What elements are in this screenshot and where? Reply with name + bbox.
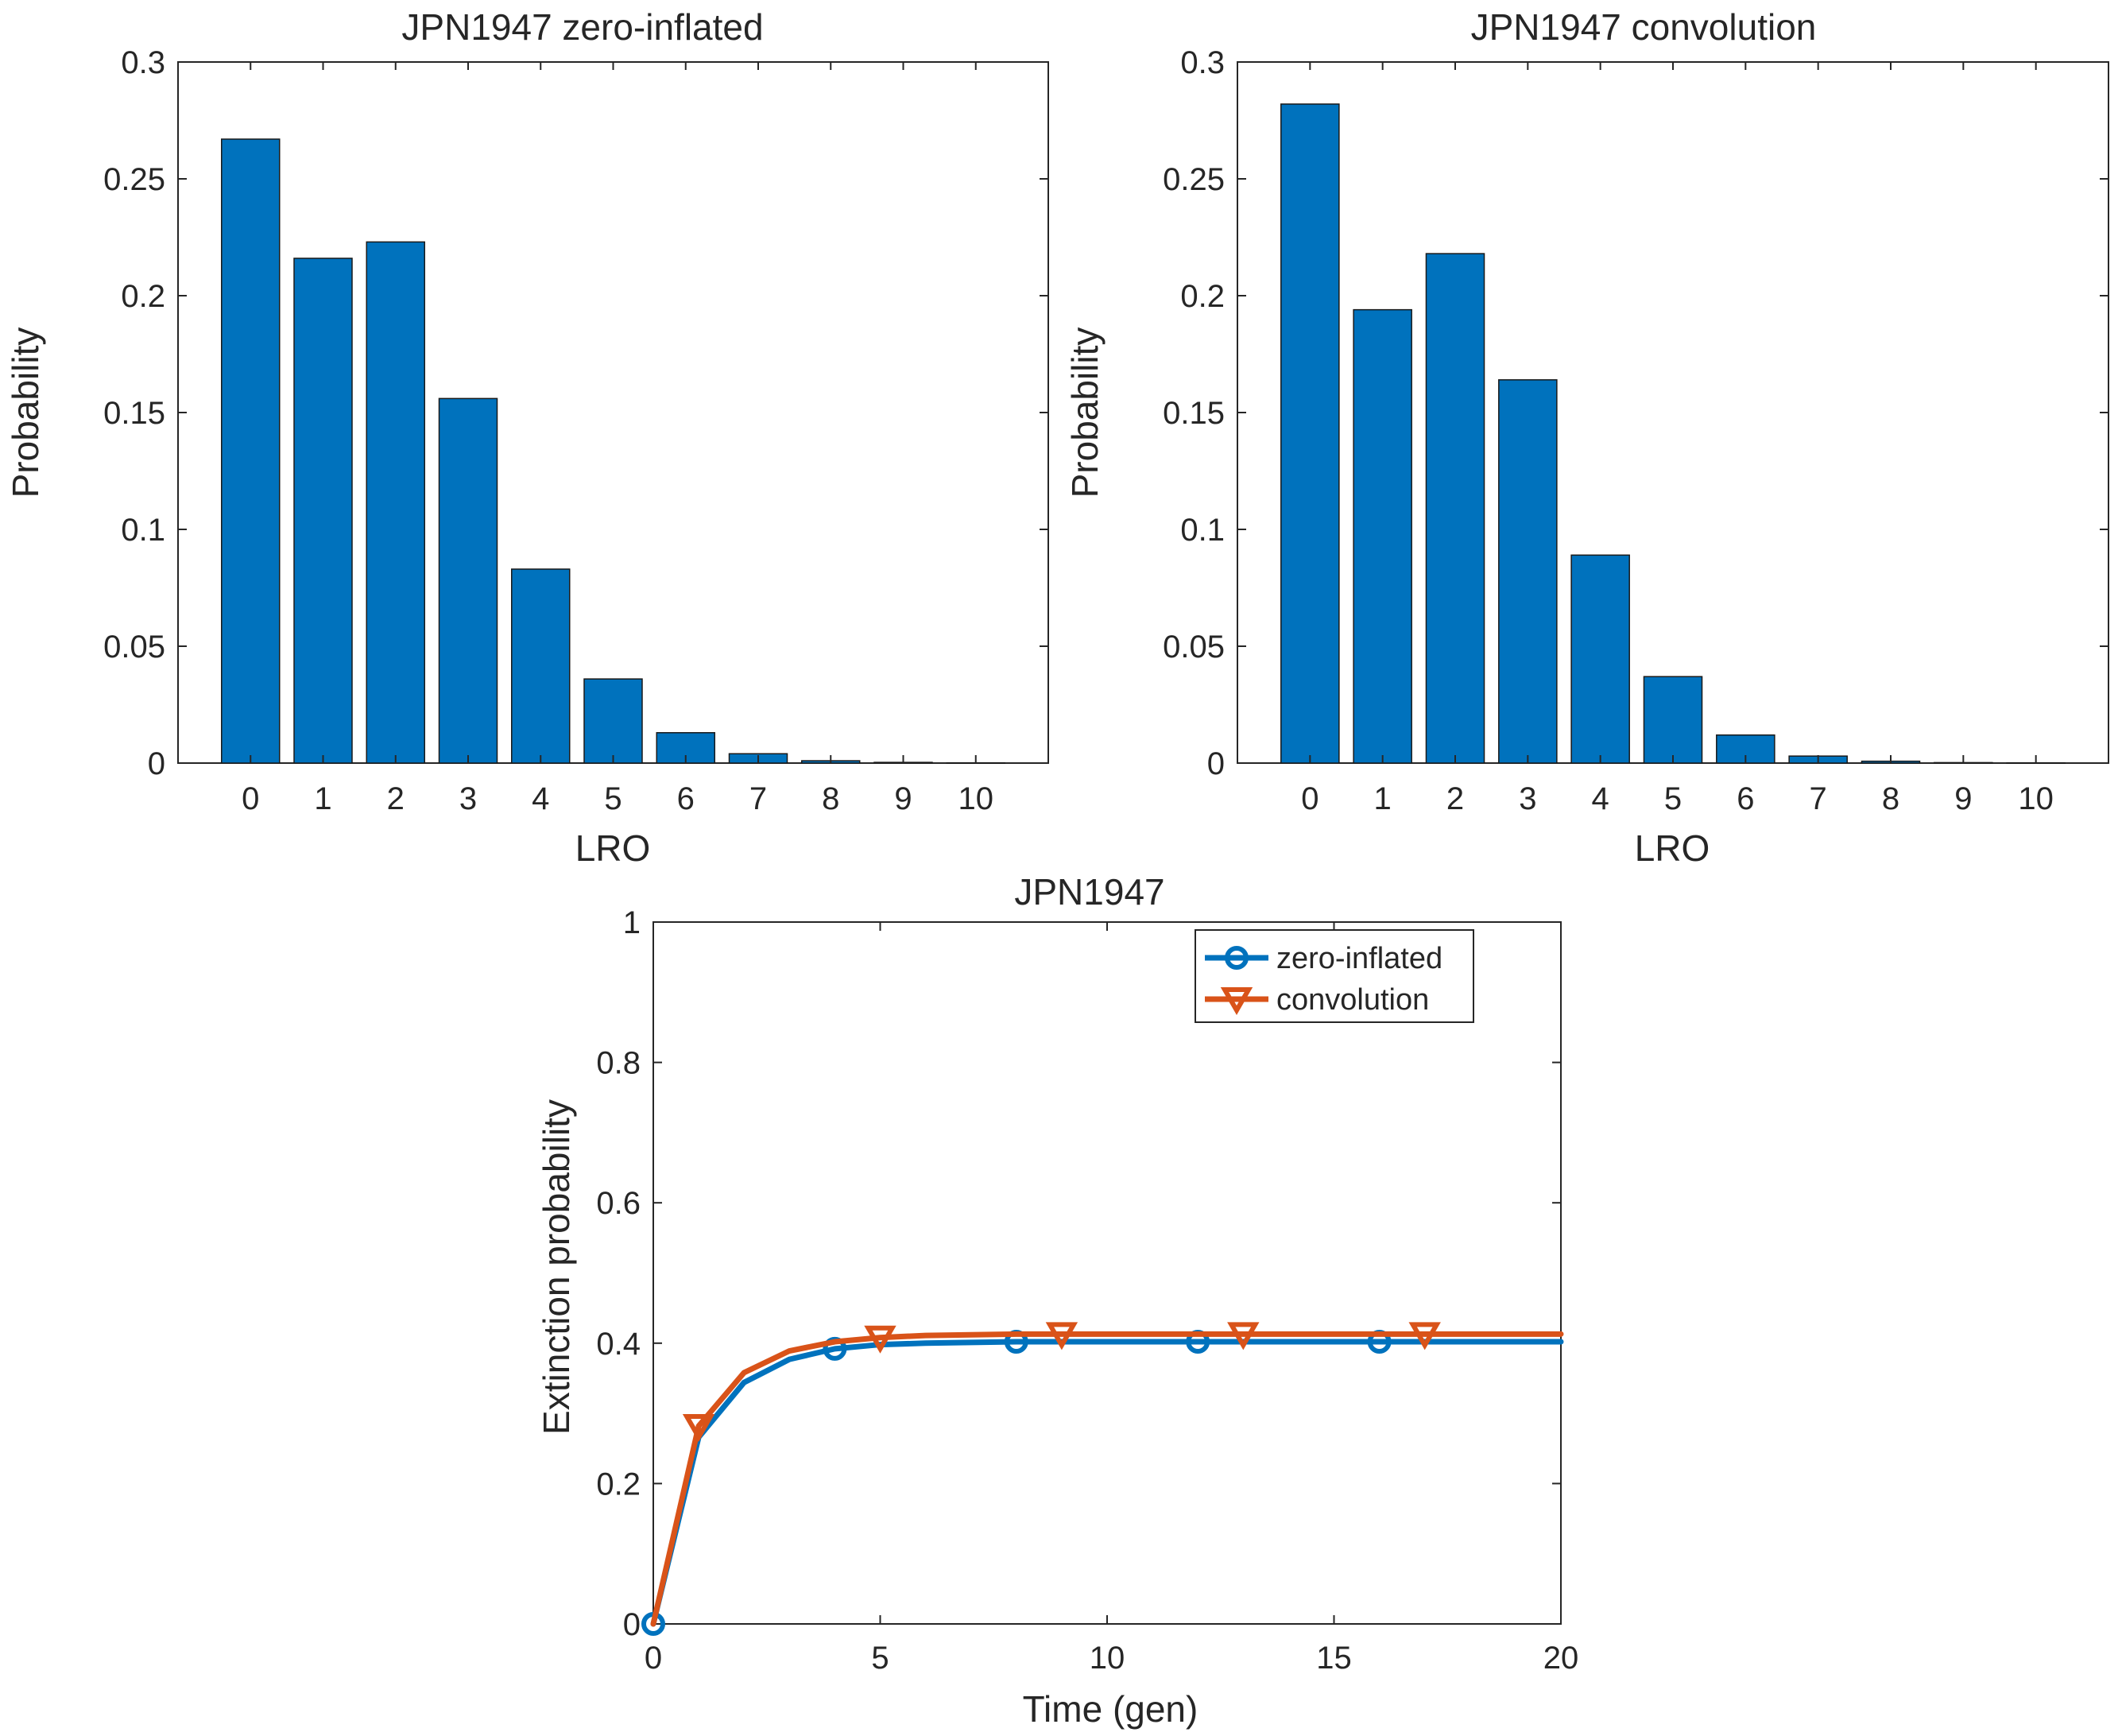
bottom-chart-title: JPN1947	[1014, 871, 1164, 913]
left-chart-title: JPN1947 zero-inflated	[401, 6, 763, 48]
right-xtick-label: 0	[1301, 781, 1319, 816]
bottom-xtick-label: 20	[1543, 1641, 1579, 1676]
bottom-lines	[641, 1322, 1564, 1636]
bottom-ytick-label: 0	[623, 1607, 641, 1642]
bottom-x-axis-label: Time (gen)	[1023, 1688, 1198, 1730]
right-ytick-label: 0.15	[1163, 396, 1225, 431]
left-ticks: 0 1 2 3 4 5 6 7 8 9 10 0 0.05 0.1 0.15 0.2 0.25 0.3	[103, 45, 1048, 816]
left-bar-1	[293, 258, 353, 764]
left-xtick-label: 8	[822, 781, 839, 816]
left-y-axis-label: Probability	[5, 327, 46, 498]
left-xtick-label: 10	[958, 781, 994, 816]
right-xtick-label: 5	[1664, 781, 1682, 816]
right-bar-4	[1570, 554, 1630, 764]
legend-label-convolution: convolution	[1276, 983, 1429, 1017]
right-xtick-label: 2	[1446, 781, 1464, 816]
left-bar-0	[221, 138, 281, 764]
series-marker-convolution	[864, 1325, 896, 1354]
left-x-axis-label: LRO	[575, 827, 651, 869]
right-xtick-label: 3	[1519, 781, 1536, 816]
legend-marker-circle	[1225, 946, 1249, 970]
right-xtick-label: 10	[2018, 781, 2054, 816]
legend-label-zero-inflated: zero-inflated	[1276, 942, 1442, 975]
right-bars	[1280, 103, 2066, 764]
right-xtick-label: 6	[1737, 781, 1754, 816]
left-xtick-label: 0	[242, 781, 259, 816]
bottom-xtick-label: 10	[1090, 1641, 1125, 1676]
left-xtick-label: 1	[314, 781, 331, 816]
legend: zero-inflated convolution	[1195, 929, 1474, 1023]
series-marker-convolution	[1227, 1322, 1260, 1350]
legend-box	[1195, 929, 1474, 1023]
right-ytick-label: 0.05	[1163, 630, 1225, 665]
left-xtick-label: 2	[387, 781, 405, 816]
series-line-convolution	[650, 1331, 1564, 1627]
right-ytick-label: 0.3	[1180, 45, 1225, 80]
right-xtick-label: 9	[1954, 781, 1972, 816]
left-xtick-label: 7	[749, 781, 767, 816]
left-xtick-label: 6	[677, 781, 695, 816]
series-marker-convolution	[1045, 1322, 1078, 1350]
bottom-line-chart: JPN1947 0 5 10 15 20 0 0.2 0.4 0.6 0.8 1 Time (gen…	[536, 871, 1578, 1730]
left-ytick-label: 0	[148, 746, 165, 781]
bottom-ytick-label: 0.2	[596, 1467, 641, 1502]
bottom-ticks: 0 5 10 15 20 0 0.2 0.4 0.6 0.8 1	[596, 905, 1578, 1676]
left-bar-4	[511, 568, 571, 764]
right-bar-1	[1353, 308, 1412, 764]
series-marker-convolution	[682, 1413, 715, 1442]
right-xtick-label: 1	[1374, 781, 1392, 816]
series-line-zero-inflated	[650, 1339, 1564, 1627]
right-bar-0	[1280, 103, 1340, 764]
bottom-ytick-label: 1	[623, 905, 641, 940]
right-bar-2	[1425, 253, 1485, 764]
left-xtick-label: 4	[532, 781, 549, 816]
right-xtick-label: 8	[1882, 781, 1899, 816]
right-xtick-label: 7	[1810, 781, 1827, 816]
right-y-axis-label: Probability	[1064, 327, 1106, 498]
bottom-ytick-label: 0.8	[596, 1046, 641, 1081]
right-bar-3	[1498, 379, 1558, 764]
left-ytick-label: 0.2	[121, 279, 165, 314]
left-bar-2	[366, 241, 425, 764]
left-xtick-label: 9	[894, 781, 912, 816]
left-ytick-label: 0.15	[103, 396, 165, 431]
left-ytick-label: 0.3	[121, 45, 165, 80]
left-ytick-label: 0.1	[121, 513, 165, 548]
left-ytick-label: 0.05	[103, 630, 165, 665]
right-bar-5	[1643, 676, 1703, 764]
bottom-xtick-label: 0	[645, 1641, 662, 1676]
right-x-axis-label: LRO	[1635, 827, 1710, 869]
bottom-ytick-label: 0.6	[596, 1186, 641, 1221]
right-xtick-label: 4	[1592, 781, 1609, 816]
left-xtick-label: 5	[604, 781, 621, 816]
bottom-xtick-label: 5	[871, 1641, 889, 1676]
right-bar-chart: JPN1947 convolution 0 1 2 3 4 5 6 7 8 9 10 0 0.05 0.1…	[1064, 6, 2109, 869]
bottom-plot-area	[652, 921, 1562, 1625]
bottom-y-axis-label: Extinction probability	[536, 1099, 577, 1435]
left-bar-chart: JPN1947 zero-inflated 0 1 2 3 4 5 6 7 8 9 1000.050…	[5, 6, 1049, 869]
left-bars	[221, 138, 1005, 764]
series-marker-convolution	[1408, 1322, 1441, 1350]
left-xtick-label: 3	[459, 781, 477, 816]
right-chart-title: JPN1947 convolution	[1471, 6, 1817, 48]
bottom-ytick-label: 0.4	[596, 1327, 641, 1362]
left-ytick-label: 0.25	[103, 162, 165, 197]
right-ytick-label: 0	[1207, 746, 1225, 781]
right-ytick-label: 0.1	[1180, 513, 1225, 548]
legend-marker-triangle	[1220, 987, 1253, 1016]
bottom-xtick-label: 15	[1316, 1641, 1352, 1676]
right-ytick-label: 0.2	[1180, 279, 1225, 314]
right-ytick-label: 0.25	[1163, 162, 1225, 197]
left-bar-3	[438, 397, 498, 764]
right-ticks: 0 1 2 3 4 5 6 7 8 9 10 0 0.05 0.1 0.15 0.2 0.25 0.3	[1163, 45, 2108, 816]
left-bar-5	[583, 678, 643, 764]
